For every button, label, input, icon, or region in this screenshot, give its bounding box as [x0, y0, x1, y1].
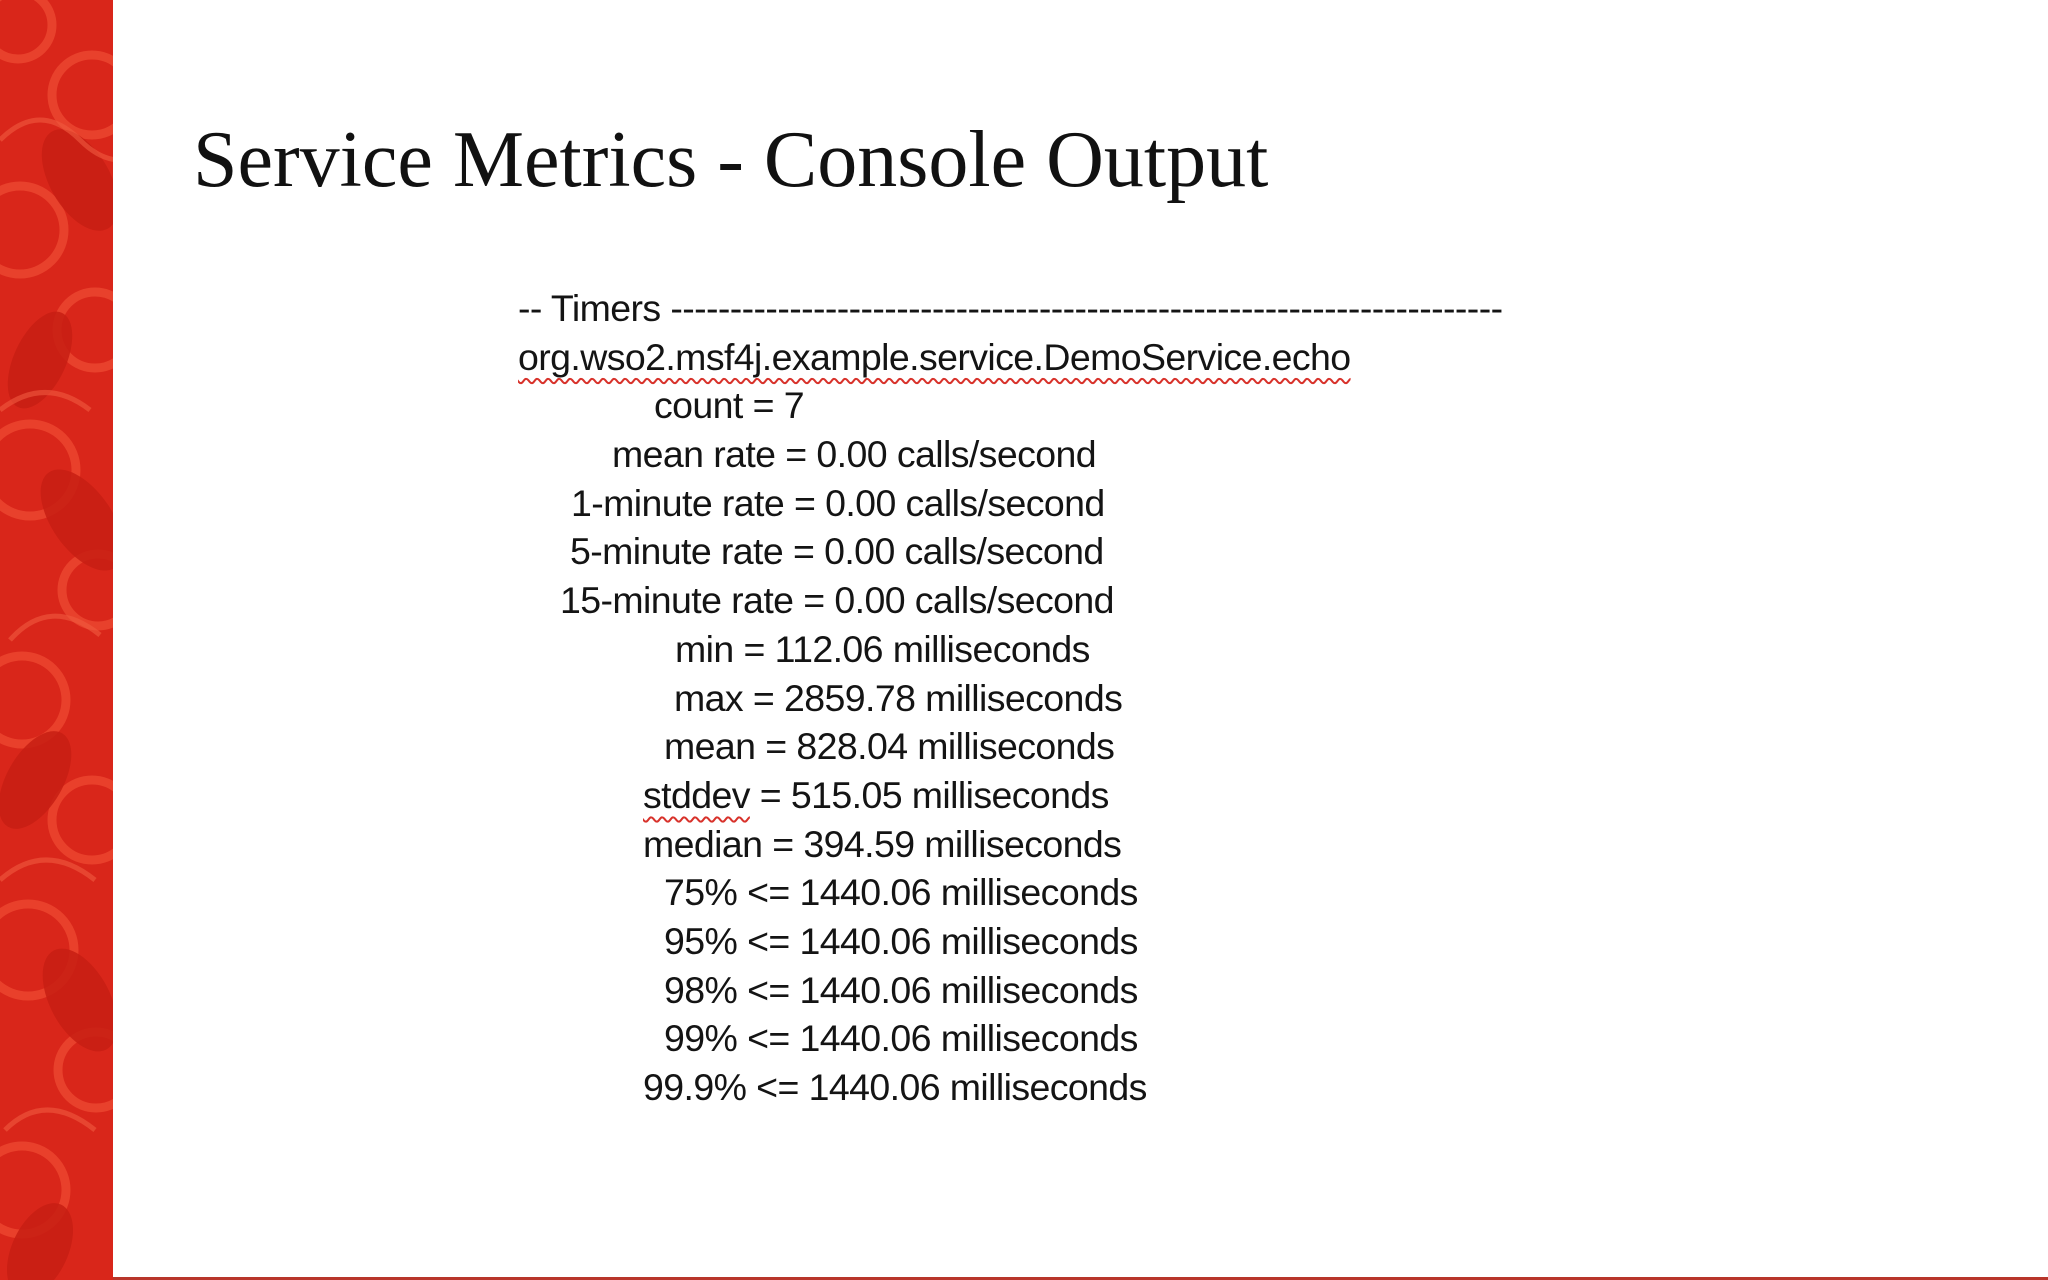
metric-operator: = — [765, 725, 787, 768]
metric-label: stddev — [643, 773, 750, 816]
timer-name: org.wso2.msf4j.example.service.DemoServi… — [518, 335, 1351, 378]
metric-value: 7 — [783, 384, 805, 427]
metric-operator: = — [785, 433, 807, 476]
metric-label: 1-minute rate — [571, 481, 785, 524]
metric-line-p99-9: 99.9% <= 1440.06 milliseconds — [643, 1063, 1703, 1112]
timers-header-label: -- Timers — [518, 287, 671, 329]
metric-operator: <= — [756, 1066, 799, 1108]
metric-value: 828.04 milliseconds — [796, 725, 1115, 768]
metric-operator: <= — [747, 968, 790, 1011]
metric-line-15-minute-rate: 15-minute rate = 0.00 calls/second — [560, 576, 1620, 625]
metric-line-mean-rate: mean rate = 0.00 calls/second — [612, 430, 1672, 479]
metric-label: 75% — [664, 871, 738, 914]
timer-name-line: org.wso2.msf4j.example.service.DemoServi… — [518, 333, 1578, 382]
metric-value: 1440.06 milliseconds — [799, 1017, 1139, 1060]
metric-line-max: max = 2859.78 milliseconds — [674, 674, 1734, 723]
metric-value: 112.06 milliseconds — [774, 627, 1091, 670]
metric-value: 1440.06 milliseconds — [799, 919, 1139, 962]
metric-line-5-minute-rate: 5-minute rate = 0.00 calls/second — [570, 527, 1630, 576]
metric-line-p75: 75% <= 1440.06 milliseconds — [664, 868, 1724, 917]
metric-line-stddev: stddev = 515.05 milliseconds — [643, 771, 1703, 820]
bottom-divider — [113, 1277, 2048, 1280]
metric-line-1-minute-rate: 1-minute rate = 0.00 calls/second — [571, 479, 1631, 528]
metric-value: 2859.78 milliseconds — [784, 676, 1123, 719]
metric-label: 99.9% — [643, 1066, 747, 1108]
metric-operator: = — [803, 579, 825, 622]
metric-line-p98: 98% <= 1440.06 milliseconds — [664, 966, 1724, 1015]
metric-label: 99% — [664, 1017, 738, 1060]
metric-label: 95% — [664, 919, 738, 962]
metric-label: max — [674, 676, 744, 719]
metric-value: 0.00 calls/second — [824, 530, 1104, 573]
timers-header-dashes: ----------------------------------------… — [670, 287, 1503, 329]
metric-line-mean: mean = 828.04 milliseconds — [664, 722, 1724, 771]
metric-line-median: median = 394.59 milliseconds — [643, 820, 1703, 869]
metric-value: 1440.06 milliseconds — [808, 1066, 1148, 1108]
metric-label: mean — [664, 725, 756, 768]
console-output: -- Timers ------------------------------… — [518, 284, 1578, 1112]
metric-operator: = — [772, 822, 794, 865]
metric-value: 1440.06 milliseconds — [799, 968, 1139, 1011]
metric-line-p99: 99% <= 1440.06 milliseconds — [664, 1014, 1724, 1063]
metric-label: 15-minute rate — [560, 579, 794, 622]
metric-operator: <= — [747, 871, 790, 914]
metric-line-min: min = 112.06 milliseconds — [675, 625, 1735, 674]
metric-operator: <= — [747, 919, 790, 962]
metric-label: 98% — [664, 968, 738, 1011]
decorative-red-band — [0, 0, 113, 1280]
metric-value: 0.00 calls/second — [825, 481, 1105, 524]
metric-label: mean rate — [612, 433, 776, 476]
metric-operator: = — [752, 676, 775, 719]
slide-title: Service Metrics - Console Output — [193, 116, 1269, 204]
metric-label: 5-minute rate — [570, 530, 784, 573]
metric-operator: <= — [747, 1017, 790, 1060]
timers-header: -- Timers ------------------------------… — [518, 284, 1578, 333]
metric-operator: = — [793, 481, 816, 524]
metric-line-count: count = 7 — [654, 381, 1714, 430]
metric-value: 0.00 calls/second — [816, 433, 1096, 476]
metric-label: min — [675, 627, 734, 670]
metric-operator: = — [759, 773, 782, 816]
metric-label: count — [654, 384, 743, 427]
swirl-pattern-icon — [0, 0, 113, 1280]
metric-label: median — [643, 822, 763, 865]
metric-operator: = — [752, 384, 775, 427]
metric-operator: = — [792, 530, 815, 573]
metric-value: 394.59 milliseconds — [803, 822, 1122, 865]
metric-value: 1440.06 milliseconds — [799, 871, 1139, 914]
metric-operator: = — [743, 627, 765, 670]
metric-value: 0.00 calls/second — [834, 579, 1114, 622]
metric-line-p95: 95% <= 1440.06 milliseconds — [664, 917, 1724, 966]
metric-value: 515.05 milliseconds — [790, 773, 1110, 816]
